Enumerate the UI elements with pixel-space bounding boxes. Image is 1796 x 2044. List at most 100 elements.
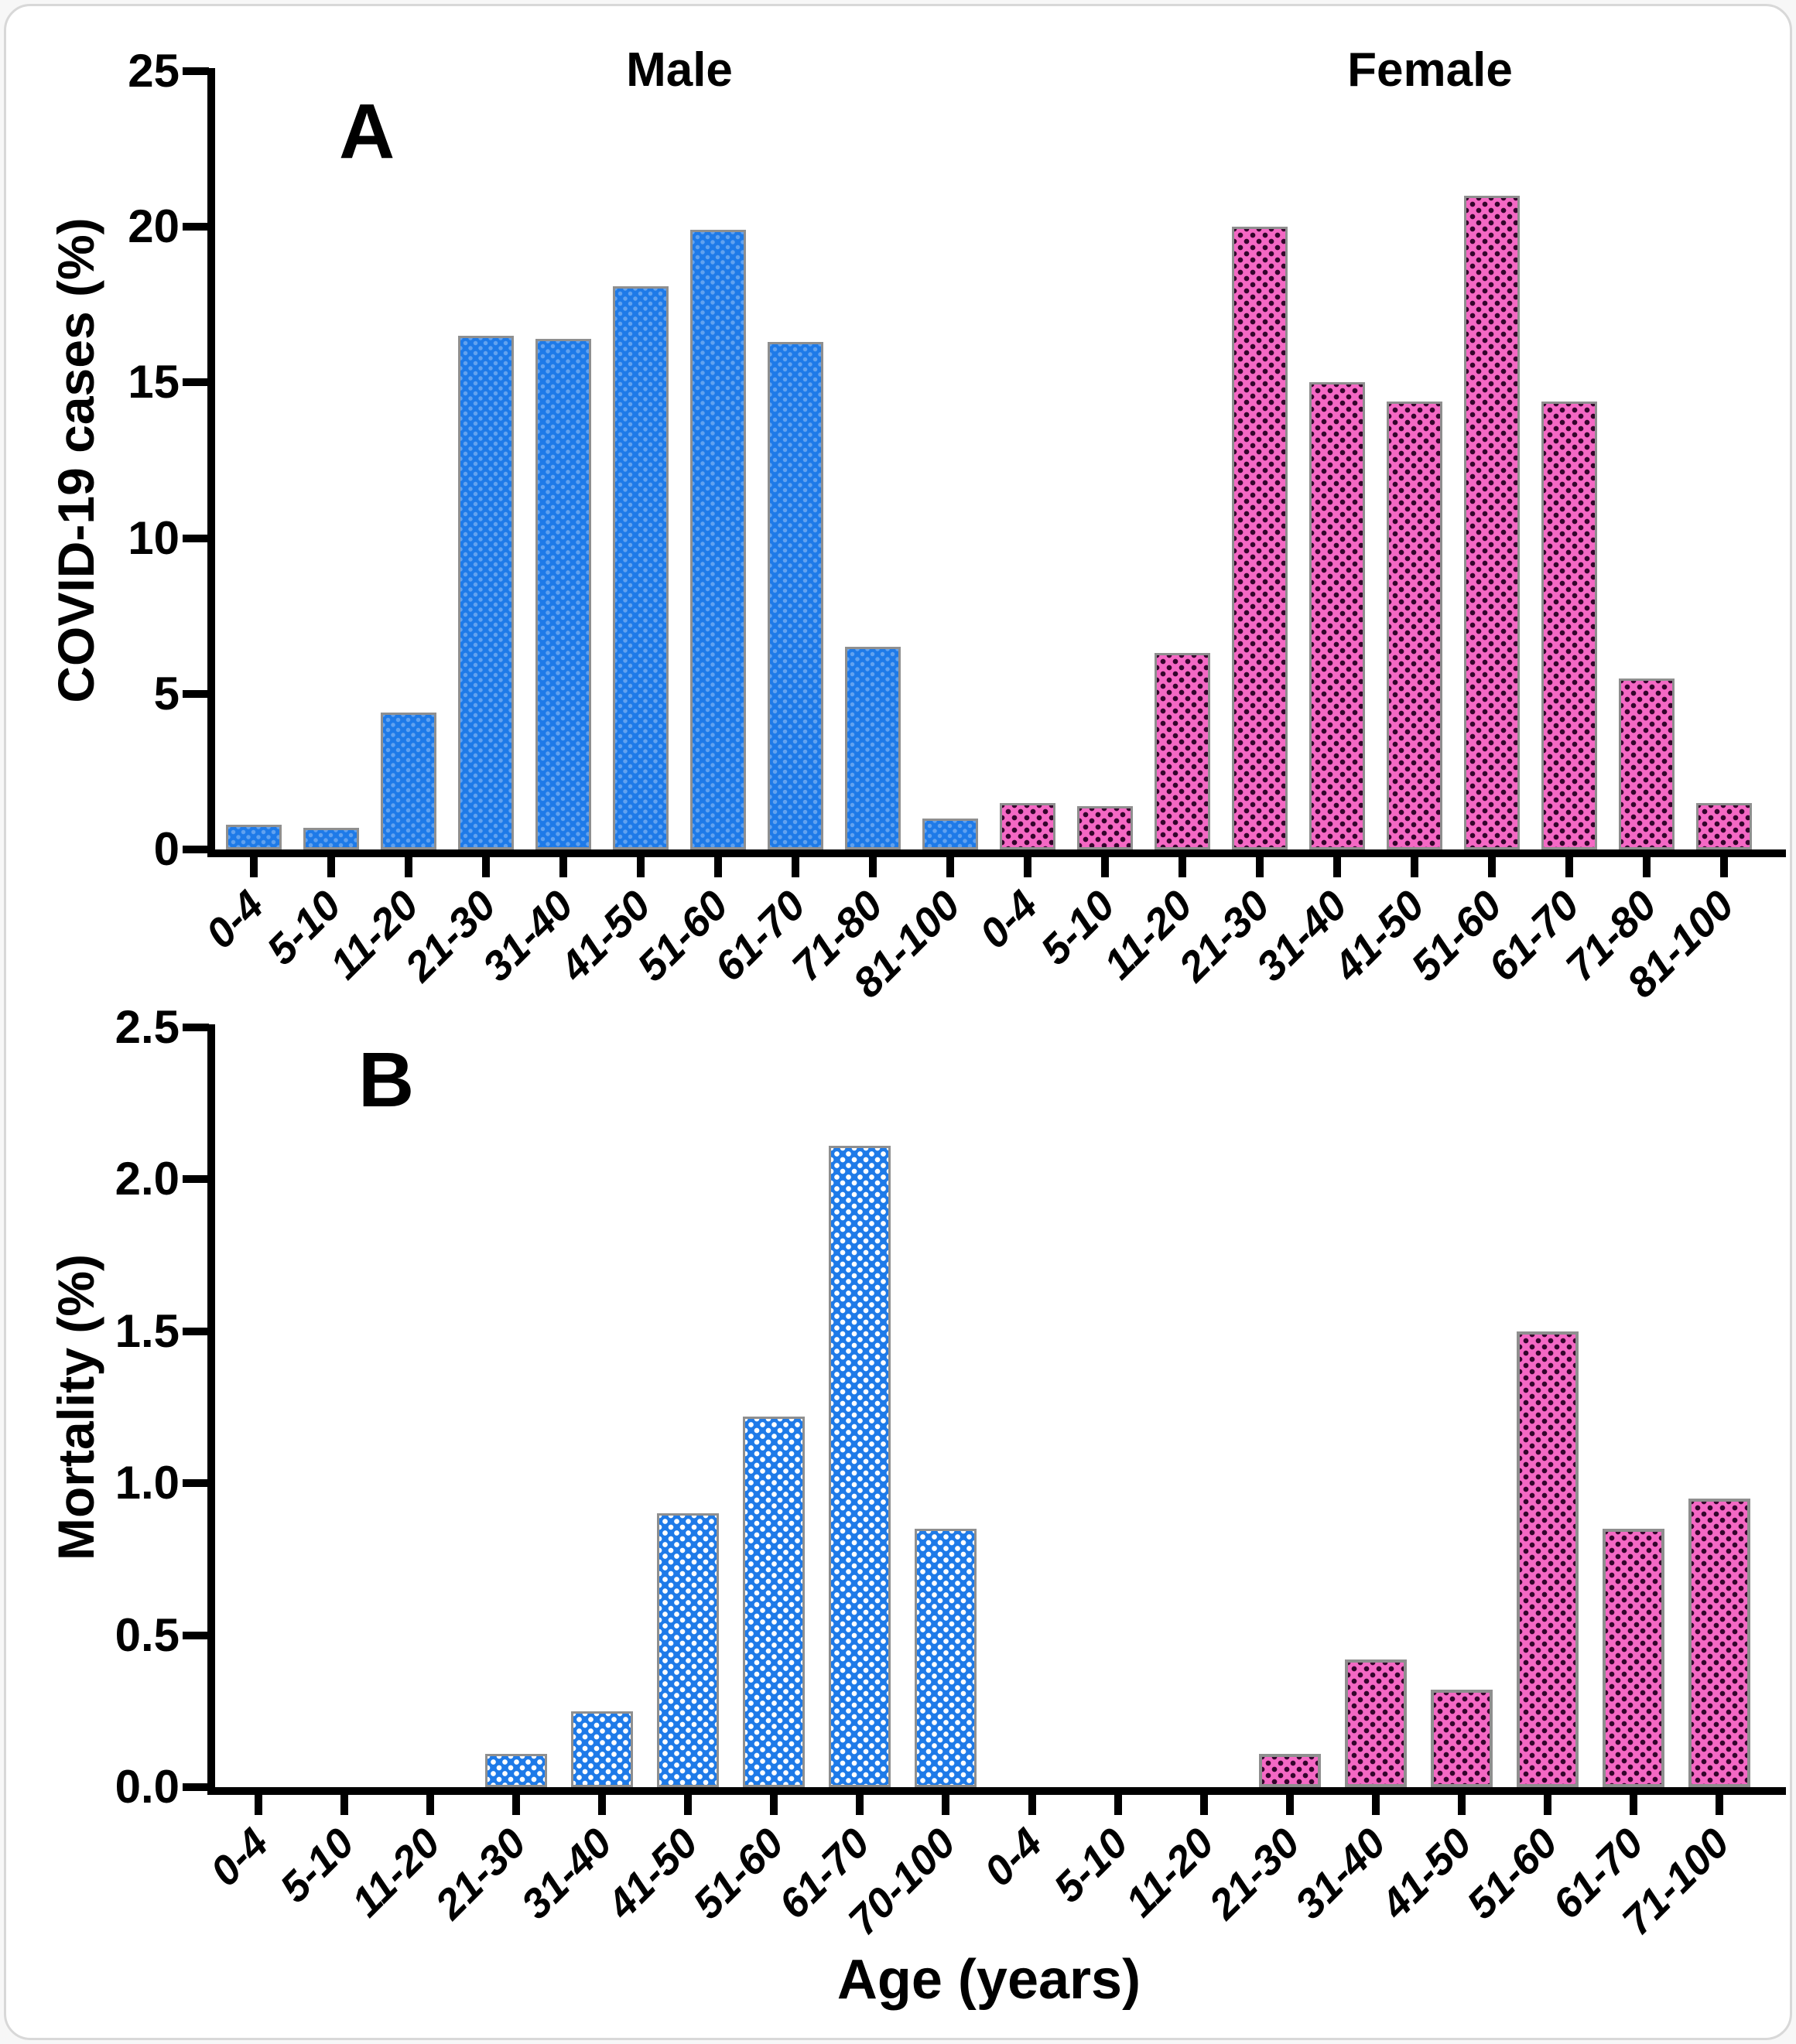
x-tick — [1024, 857, 1031, 877]
y-tick — [183, 1631, 209, 1639]
bar-male-61-70 — [829, 1146, 891, 1787]
x-tick-label: 41-50 — [598, 1819, 707, 1928]
bar-male-41-50 — [613, 285, 669, 849]
x-tick — [869, 857, 877, 877]
x-tick-label: 21-30 — [1200, 1819, 1309, 1928]
bar-female-31-40 — [1345, 1659, 1407, 1787]
bar-female-61-70 — [1603, 1529, 1665, 1787]
bar-male-51-60 — [690, 230, 746, 849]
y-tick-label: 20 — [128, 200, 180, 253]
y-tick — [183, 1024, 209, 1031]
y-tick-label: 10 — [128, 511, 180, 564]
x-tick-label: 51-60 — [628, 881, 737, 990]
bar-female-41-50 — [1387, 401, 1442, 849]
male-group-title: Male — [626, 43, 733, 97]
x-tick — [684, 1795, 693, 1815]
x-tick-label: 0-4 — [201, 1819, 277, 1895]
x-tick — [327, 857, 335, 877]
y-tick — [183, 67, 209, 75]
y-tick — [183, 1327, 209, 1335]
x-tick — [1179, 857, 1186, 877]
x-tick — [1643, 857, 1651, 877]
x-tick-label: 0-4 — [975, 1819, 1051, 1895]
y-tick-label: 0.0 — [115, 1761, 180, 1813]
y-tick-label: 2.0 — [115, 1153, 180, 1205]
x-tick-label: 21-30 — [426, 1819, 535, 1928]
x-tick — [405, 857, 412, 877]
y-axis — [207, 1024, 215, 1795]
x-tick — [340, 1795, 348, 1815]
x-tick-label: 31-40 — [474, 881, 583, 990]
x-tick-label: 0-4 — [197, 881, 273, 958]
bar-female-21-30 — [1258, 1753, 1321, 1787]
x-tick — [1716, 1795, 1724, 1815]
x-tick-label: 41-50 — [1325, 881, 1434, 990]
x-axis-title: Age (years) — [836, 1949, 1141, 2011]
bar-female-81-100 — [1696, 802, 1752, 849]
x-tick — [1256, 857, 1264, 877]
x-tick — [1544, 1795, 1552, 1815]
female-group-title: Female — [1347, 43, 1513, 97]
bar-female-31-40 — [1309, 382, 1365, 849]
x-tick — [1285, 1795, 1294, 1815]
x-tick — [1101, 857, 1109, 877]
bar-female-5-10 — [1077, 805, 1133, 849]
y-tick-label: 1.0 — [115, 1457, 180, 1509]
x-tick-label: 61-70 — [1480, 881, 1589, 990]
y-tick — [183, 846, 209, 853]
bar-male-5-10 — [303, 827, 359, 849]
x-tick — [1028, 1795, 1036, 1815]
y-tick — [183, 1479, 209, 1488]
x-tick-label: 41-50 — [551, 881, 660, 990]
x-axis — [207, 849, 1786, 857]
bar-female-71-100 — [1688, 1498, 1751, 1787]
x-tick — [1372, 1795, 1380, 1815]
figure-card: A Male Female COVID-19 cases (%) 0-4 5-10… — [4, 4, 1792, 2040]
y-tick — [183, 223, 209, 231]
x-tick — [426, 1795, 434, 1815]
bar-female-51-60 — [1464, 195, 1520, 849]
x-tick — [254, 1795, 262, 1815]
bar-male-21-30 — [458, 336, 514, 849]
bar-female-41-50 — [1431, 1690, 1493, 1787]
x-tick-label: 31-40 — [1247, 881, 1356, 990]
y-tick — [183, 1783, 209, 1791]
x-tick-label: 51-60 — [1402, 881, 1511, 990]
y-tick-label: 0.5 — [115, 1608, 180, 1661]
x-tick — [770, 1795, 778, 1815]
x-tick — [856, 1795, 864, 1815]
bar-male-81-100 — [922, 818, 978, 849]
x-tick-label: 31-40 — [512, 1819, 621, 1928]
x-tick — [598, 1795, 606, 1815]
bar-female-51-60 — [1517, 1331, 1579, 1787]
panel-b-y-axis-title: Mortality (%) — [47, 1254, 104, 1560]
x-tick — [250, 857, 258, 877]
x-tick — [942, 1795, 950, 1815]
bar-male-31-40 — [571, 1711, 633, 1787]
x-tick-label: 61-70 — [706, 881, 815, 990]
y-tick-label: 5 — [153, 667, 180, 720]
panel-b-label: B — [358, 1037, 415, 1123]
x-tick — [714, 857, 722, 877]
bar-male-41-50 — [657, 1513, 720, 1787]
y-tick — [183, 1175, 209, 1184]
x-tick — [1488, 857, 1496, 877]
bar-male-31-40 — [535, 339, 591, 849]
bar-male-21-30 — [484, 1753, 547, 1787]
y-tick-label: 0 — [153, 823, 180, 875]
bar-female-0-4 — [1000, 802, 1055, 849]
y-tick-label: 1.5 — [115, 1304, 180, 1357]
x-tick-label: 21-30 — [1170, 881, 1279, 990]
panel-a-plot: A Male Female COVID-19 cases (%) 0-4 5-10… — [47, 46, 1786, 1007]
bar-female-61-70 — [1541, 401, 1597, 849]
x-tick — [946, 857, 954, 877]
bar-male-71-80 — [845, 647, 901, 849]
x-tick — [1565, 857, 1573, 877]
x-tick — [559, 857, 567, 877]
x-tick — [482, 857, 490, 877]
y-tick-label: 25 — [128, 45, 180, 97]
panel-a-y-axis-title: COVID-19 cases (%) — [47, 217, 104, 703]
x-tick — [637, 857, 645, 877]
bar-male-70-100 — [915, 1529, 977, 1787]
